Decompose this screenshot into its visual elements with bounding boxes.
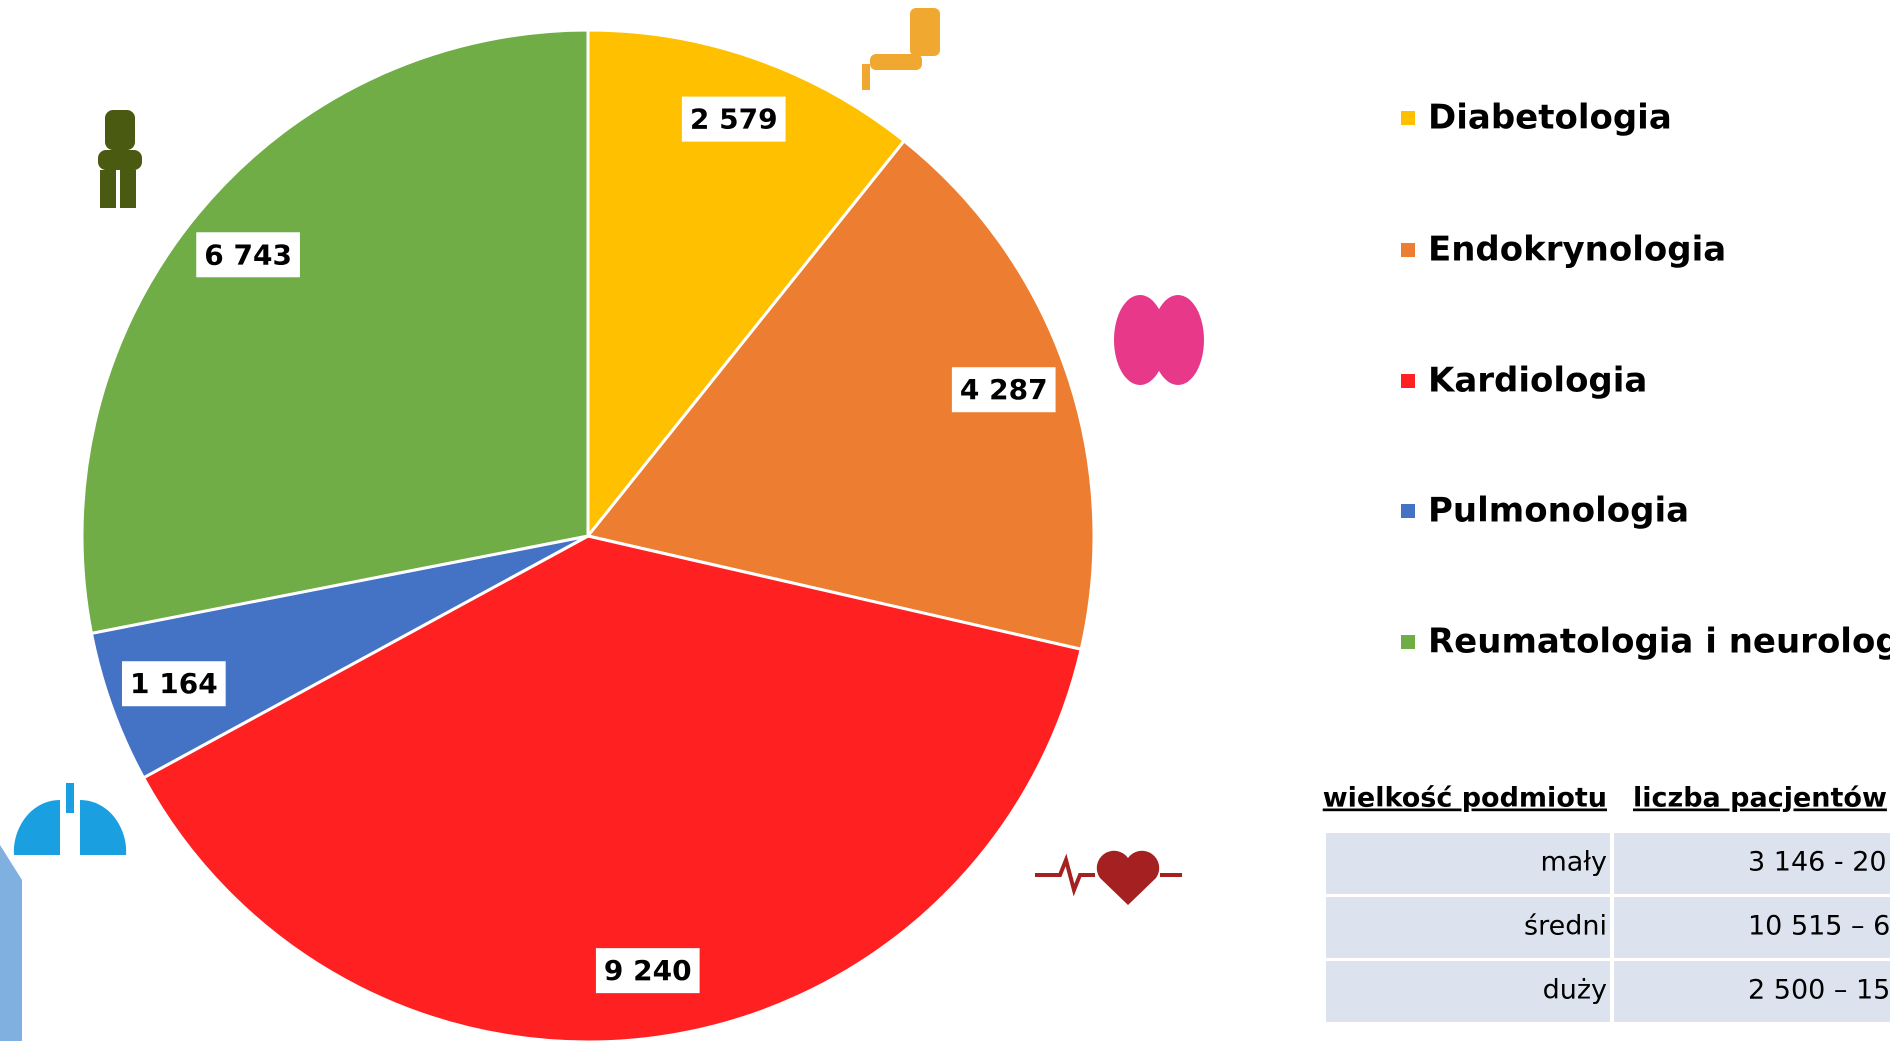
table: wielkość podmiotu liczba pacjentów mały 3 1… (1323, 783, 1890, 1022)
table-header: wielkość podmiotu (1323, 783, 1607, 814)
legend-label: Pulmonologia (1428, 491, 1689, 531)
pie-slice (89, 534, 589, 780)
glucometer-icon (862, 8, 940, 90)
table-cell (1614, 897, 1890, 958)
data-label-box (196, 232, 300, 278)
data-label: 6 743 (204, 238, 292, 271)
pie (80, 28, 1096, 1041)
lungs-icon (13, 783, 127, 855)
legend-swatch (1401, 243, 1415, 257)
table-cell (1326, 833, 1610, 894)
table-cell (1614, 961, 1890, 1022)
pie-slice (141, 534, 1083, 1041)
data-label-box (681, 96, 786, 142)
legend-label: Kardiologia (1428, 361, 1647, 401)
table-cell (1326, 961, 1610, 1022)
pie-labels: 2 579 4 287 9 240 1 164 6 743 (122, 96, 1056, 994)
pie-slice (80, 28, 590, 636)
thyroid-icon (1114, 295, 1204, 385)
table-header: liczba pacjentów (1633, 783, 1887, 814)
joint-icon (98, 110, 142, 208)
legend-label: Endokrynologia (1428, 230, 1726, 270)
data-label: 2 579 (690, 103, 778, 136)
legend-swatch (1401, 504, 1415, 518)
table-cell-text: mały (1541, 847, 1608, 878)
data-label-box (595, 948, 700, 994)
table-cell (1614, 833, 1890, 894)
table-cell-text: 10 515 – 65 (1748, 911, 1890, 942)
heart-icon (1035, 850, 1182, 905)
legend-swatch (1401, 111, 1415, 125)
pie-slice (586, 28, 907, 541)
legend-label: Reumatologia i neurologia (1428, 622, 1890, 662)
table-cell-text: 2 500 – 15 (1748, 975, 1890, 1006)
table-cell-text: duży (1543, 975, 1607, 1006)
table-cell-text: średni (1524, 911, 1607, 942)
data-label: 1 164 (130, 667, 218, 700)
legend-swatch (1401, 635, 1415, 649)
data-label: 4 287 (960, 373, 1048, 406)
data-label-box (122, 661, 226, 707)
legend-label: Diabetologia (1428, 98, 1672, 138)
data-label: 9 240 (604, 954, 692, 987)
table-cell (1326, 897, 1610, 958)
legend: Diabetologia Endokrynologia Kardiologia Pul… (1401, 98, 1890, 662)
decor-strip (0, 845, 22, 1041)
legend-swatch (1401, 374, 1415, 388)
data-label-box (951, 367, 1056, 413)
table-cell-text: 3 146 - 20 (1748, 847, 1887, 878)
pie-slice (585, 138, 1096, 652)
